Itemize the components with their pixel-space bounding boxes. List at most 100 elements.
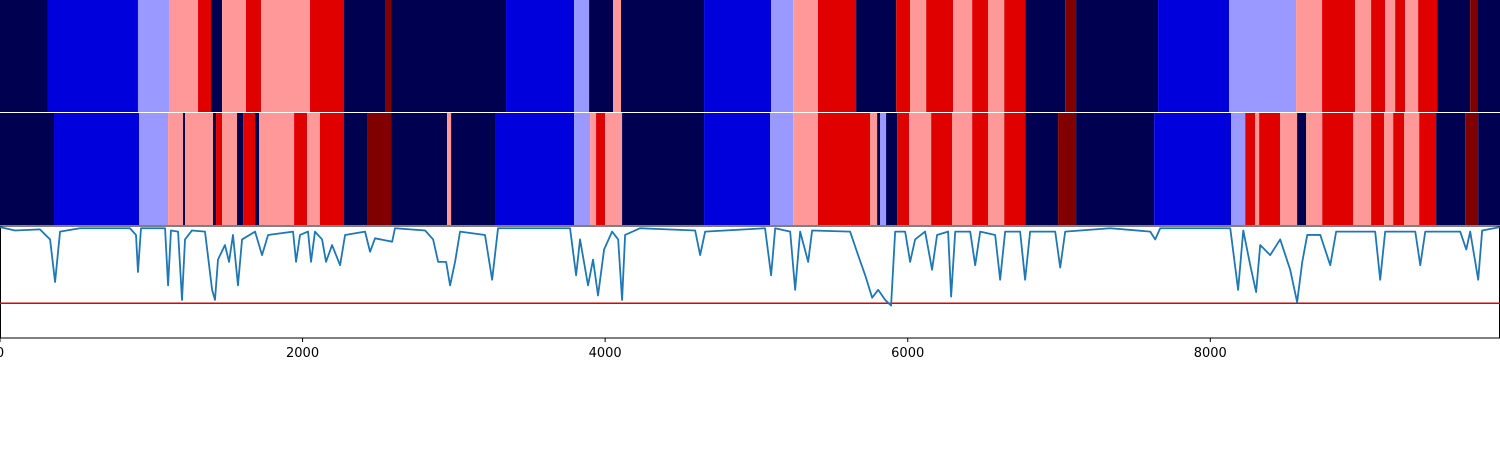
segment	[1371, 113, 1385, 225]
segment	[1154, 113, 1232, 225]
line-panel-frame	[0, 225, 1500, 339]
segment	[198, 0, 212, 112]
segment	[1384, 113, 1394, 225]
segment	[896, 0, 911, 112]
segment	[54, 113, 140, 225]
segment	[1158, 0, 1230, 112]
segment	[1259, 113, 1281, 225]
segment	[1437, 0, 1471, 112]
segment	[613, 0, 622, 112]
data-line	[0, 226, 1500, 307]
segment	[1245, 113, 1256, 225]
segment	[1465, 113, 1479, 225]
segment	[926, 0, 954, 112]
segment	[793, 113, 819, 225]
segment	[506, 0, 575, 112]
segment	[704, 0, 772, 112]
segment	[1395, 0, 1406, 112]
x-tick-label: 6000	[891, 346, 924, 361]
segment	[447, 113, 452, 225]
segment	[1405, 0, 1419, 112]
segment	[1004, 0, 1026, 112]
segment	[1076, 113, 1155, 225]
segment	[243, 113, 256, 225]
segment	[1229, 0, 1297, 112]
segment	[574, 113, 591, 225]
segment	[952, 113, 973, 225]
segment	[1404, 113, 1420, 225]
segment	[307, 113, 320, 225]
segment	[1477, 0, 1500, 112]
segment	[367, 113, 392, 225]
segment	[255, 113, 260, 225]
segment	[988, 113, 1005, 225]
segment	[261, 0, 310, 112]
segment	[1322, 113, 1354, 225]
x-tick-label: 2000	[286, 346, 319, 361]
segment	[139, 113, 169, 225]
segment	[0, 113, 55, 225]
segment	[771, 0, 794, 112]
segment	[294, 113, 308, 225]
segment	[211, 0, 223, 112]
segment	[1371, 0, 1386, 112]
segment	[622, 113, 705, 225]
segment	[495, 113, 575, 225]
segment	[1231, 113, 1246, 225]
segment	[385, 0, 392, 112]
segment	[1419, 113, 1437, 225]
x-tick-label: 0	[0, 346, 4, 361]
segment	[1322, 0, 1356, 112]
segment	[793, 0, 819, 112]
segment	[1470, 0, 1478, 112]
segment	[0, 0, 48, 112]
segment	[1280, 113, 1298, 225]
segment	[880, 113, 887, 225]
segment	[988, 0, 1005, 112]
segment	[237, 113, 244, 225]
segment	[1296, 0, 1323, 112]
segment	[309, 0, 345, 112]
segment	[1025, 0, 1066, 112]
segment	[870, 113, 878, 225]
segment	[1076, 0, 1159, 112]
segment	[213, 113, 217, 225]
segment	[931, 113, 953, 225]
segment	[391, 0, 507, 112]
segment	[621, 0, 705, 112]
segment	[1393, 113, 1405, 225]
segment	[818, 113, 871, 225]
x-tick-label: 4000	[589, 346, 622, 361]
segment	[909, 113, 932, 225]
segment	[590, 113, 597, 225]
segment	[1297, 113, 1307, 225]
segment	[1255, 113, 1260, 225]
segment	[886, 113, 898, 225]
segment	[1353, 113, 1372, 225]
segment	[1065, 0, 1077, 112]
segment	[897, 113, 910, 225]
segment	[451, 113, 496, 225]
segment	[222, 0, 246, 112]
segment	[1058, 113, 1077, 225]
segment	[1418, 0, 1438, 112]
segment	[910, 0, 927, 112]
segment	[972, 113, 989, 225]
segment	[574, 0, 590, 112]
segment	[818, 0, 857, 112]
segment	[344, 113, 368, 225]
segment	[972, 0, 989, 112]
segment	[589, 0, 614, 112]
segment	[47, 0, 138, 112]
segment	[1355, 0, 1372, 112]
segment	[137, 0, 169, 112]
segment	[216, 113, 223, 225]
segment	[704, 113, 771, 225]
segment	[1385, 0, 1396, 112]
segment	[391, 113, 448, 225]
segment	[245, 0, 262, 112]
segment	[319, 113, 345, 225]
segment	[185, 113, 214, 225]
segment	[1306, 113, 1323, 225]
segment	[344, 0, 386, 112]
